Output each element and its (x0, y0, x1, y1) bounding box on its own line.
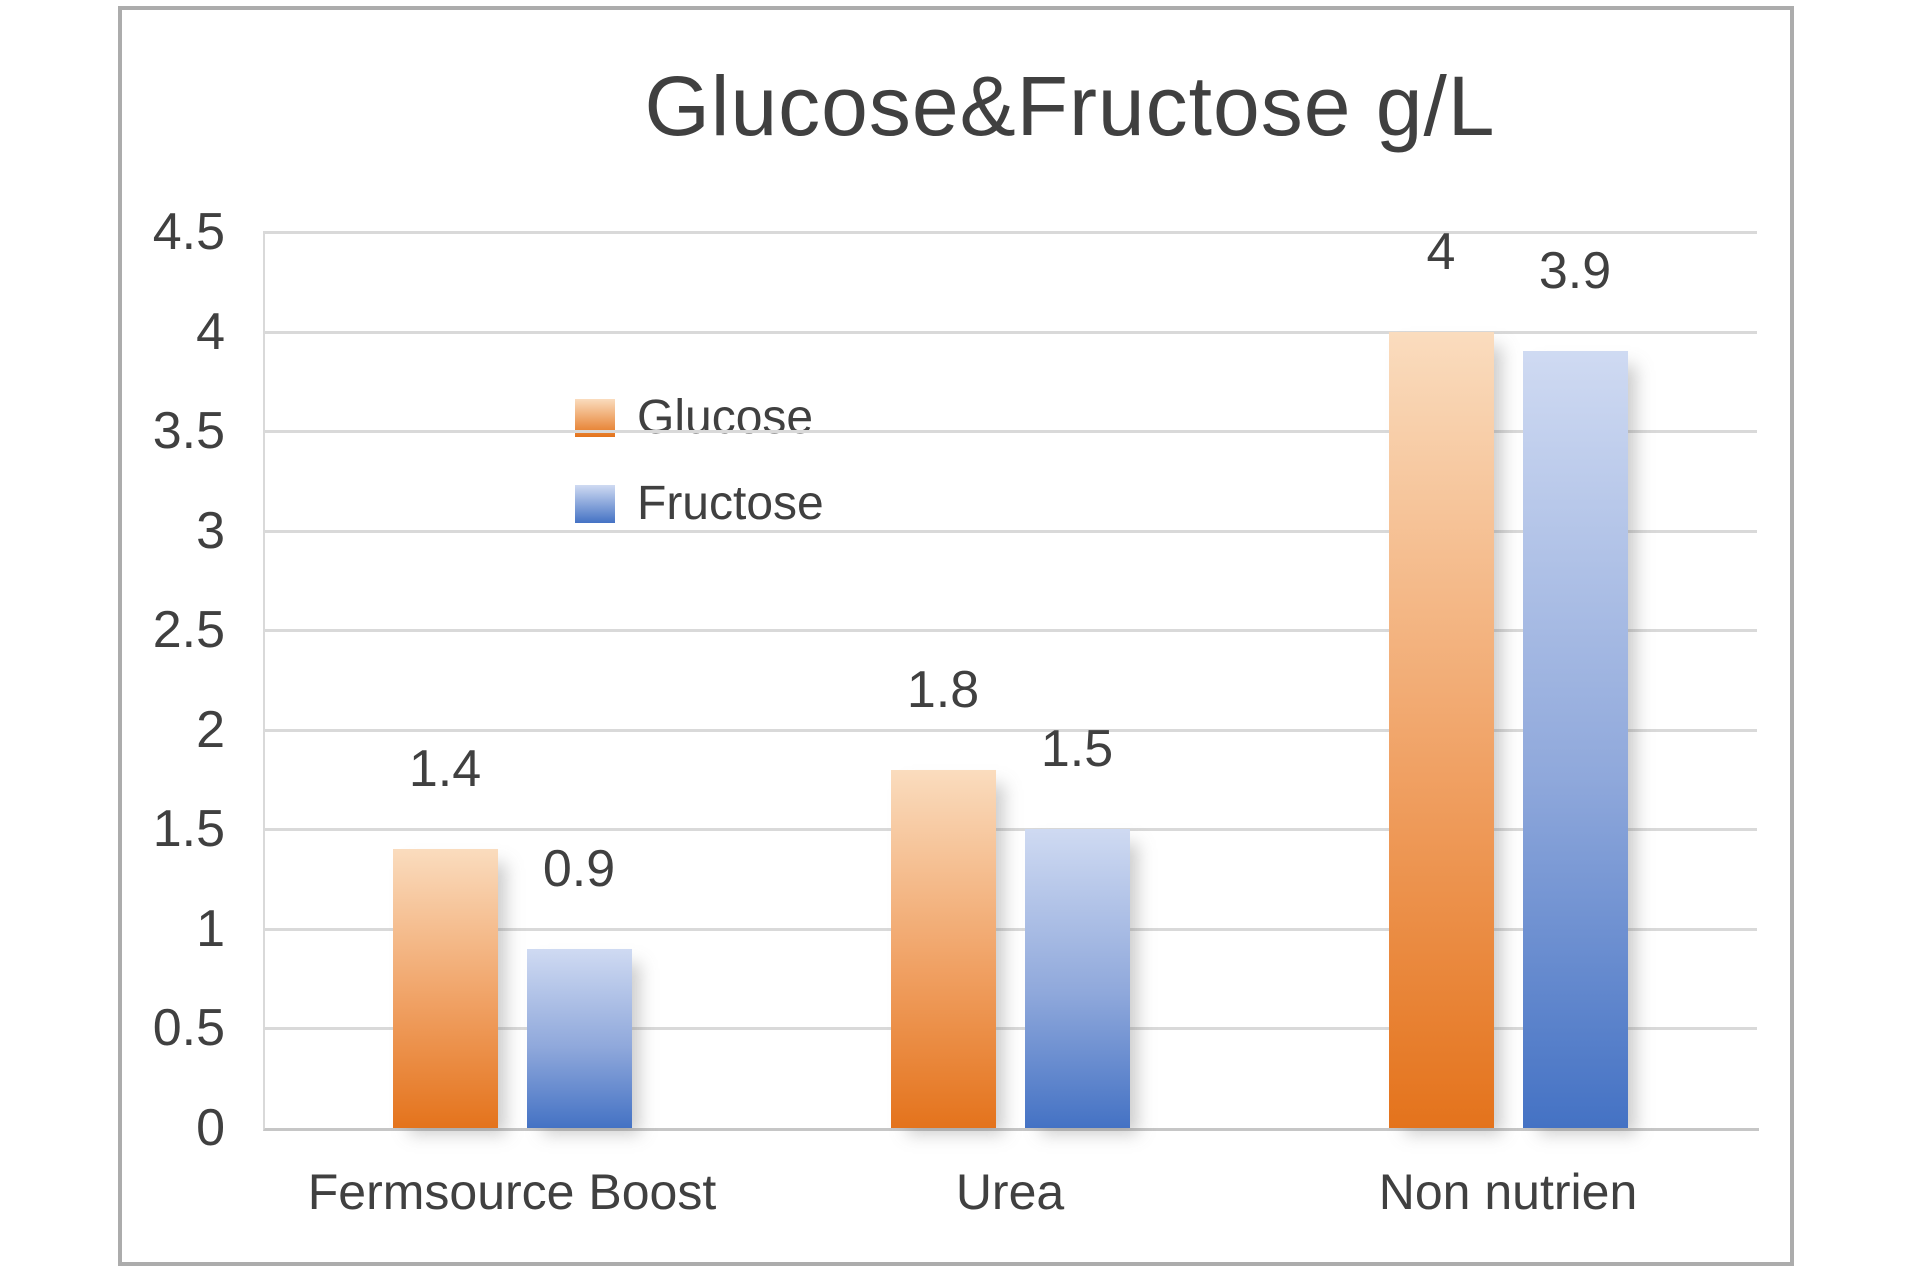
gridline (263, 231, 1757, 234)
data-label: 1.8 (906, 660, 980, 719)
y-axis-tick-label: 0 (196, 1099, 225, 1157)
y-axis-tick-label: 0.5 (152, 999, 225, 1058)
gridline (263, 1027, 1757, 1031)
y-axis-tick-label: 2.5 (152, 601, 225, 660)
y-axis-tick-label: 4 (196, 302, 225, 361)
legend-label: Fructose (637, 477, 824, 530)
gridline (263, 529, 1757, 533)
bar-fructose-3 (1522, 351, 1628, 1128)
data-label: 3.9 (1538, 242, 1612, 301)
data-label: 4 (1426, 222, 1456, 281)
gridline (263, 629, 1757, 633)
gridline (263, 927, 1757, 931)
x-axis-category-label: Non nutrien (1378, 1164, 1638, 1220)
y-axis-tick-label: 1.5 (152, 800, 225, 859)
plot-area (263, 232, 1759, 1131)
gridline (263, 728, 1757, 732)
bar-glucose-3 (1388, 331, 1494, 1128)
legend-label: Glucose (637, 391, 814, 444)
legend: Glucose Fructose (575, 391, 824, 570)
data-label: 1.4 (408, 740, 482, 799)
y-axis-tick-label: 2 (196, 700, 225, 759)
legend-entry-fructose: Fructose (575, 477, 824, 530)
bar-fructose-1 (526, 948, 632, 1128)
x-axis-category-label: Urea (955, 1164, 1065, 1220)
bar-glucose-1 (392, 849, 498, 1128)
gridline (263, 430, 1757, 434)
y-axis-tick-label: 3.5 (152, 402, 225, 461)
legend-swatch-icon (575, 485, 615, 523)
data-label: 1.5 (1040, 720, 1114, 779)
bar-glucose-2 (890, 769, 996, 1128)
x-axis-category-label: Fermsource Boost (307, 1164, 717, 1220)
gridline (263, 330, 1757, 334)
y-axis-tick-label: 4.5 (152, 203, 225, 261)
data-label: 0.9 (542, 839, 616, 898)
chart-title: Glucose&Fructose g/L (644, 59, 1496, 153)
bar-fructose-2 (1024, 829, 1130, 1128)
legend-entry-glucose: Glucose (575, 391, 824, 444)
y-axis-tick-label: 1 (196, 899, 225, 958)
y-axis-tick-label: 3 (196, 501, 225, 560)
gridline (263, 828, 1757, 832)
